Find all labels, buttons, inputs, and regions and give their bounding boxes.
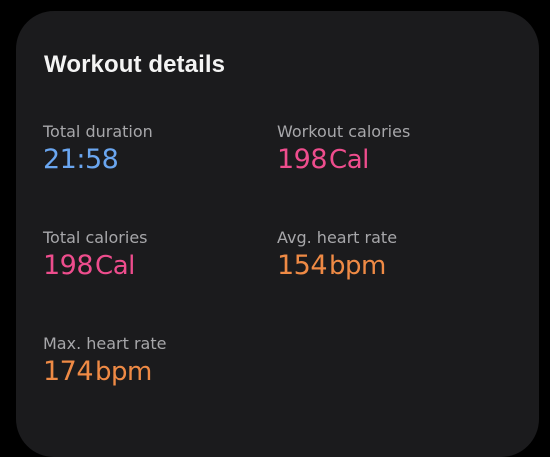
stat-label: Total calories bbox=[43, 228, 148, 247]
stat-value: 198Cal bbox=[277, 144, 410, 175]
stat-value: 154bpm bbox=[277, 250, 397, 281]
stat-label: Total duration bbox=[43, 122, 153, 141]
stat-unit: Cal bbox=[95, 251, 135, 281]
stat-number: 154 bbox=[277, 250, 328, 281]
stat-label: Max. heart rate bbox=[43, 334, 167, 353]
stat-max-heart-rate: Max. heart rate 174bpm bbox=[43, 334, 166, 387]
stat-unit: Cal bbox=[329, 145, 369, 175]
stat-label: Avg. heart rate bbox=[277, 228, 398, 247]
stat-avg-heart-rate: Avg. heart rate 154bpm bbox=[277, 228, 397, 281]
stat-value: 21:58 bbox=[43, 144, 153, 175]
workout-details-card: Workout details Total duration 21:58 Wor… bbox=[16, 11, 539, 457]
stat-value: 174bpm bbox=[43, 356, 166, 387]
stat-number: 198 bbox=[277, 144, 328, 175]
stat-unit: bpm bbox=[95, 357, 152, 387]
stat-unit: bpm bbox=[329, 251, 386, 281]
stat-workout-calories: Workout calories 198Cal bbox=[277, 122, 410, 175]
stat-total-calories: Total calories 198Cal bbox=[43, 228, 148, 281]
stat-number: 21:58 bbox=[43, 144, 119, 175]
stat-number: 198 bbox=[43, 250, 94, 281]
stat-label: Workout calories bbox=[277, 122, 411, 141]
stat-total-duration: Total duration 21:58 bbox=[43, 122, 153, 175]
card-title: Workout details bbox=[44, 51, 226, 78]
stat-number: 174 bbox=[43, 356, 94, 387]
stat-value: 198Cal bbox=[43, 250, 148, 281]
